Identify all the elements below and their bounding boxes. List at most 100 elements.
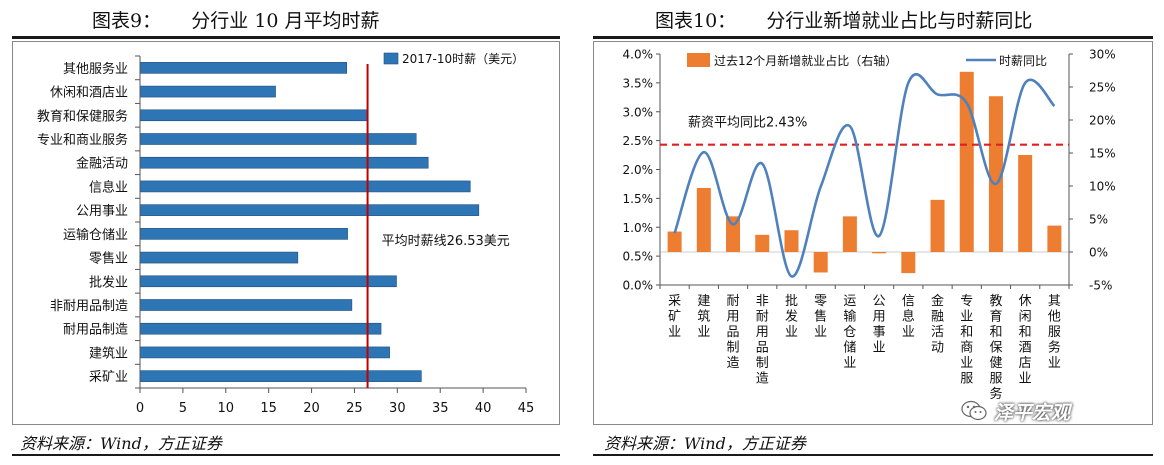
left-tick-label: 3.0% — [623, 105, 654, 119]
employment-share-wage-growth-chart: 0.0% 0.5% 1.0% 1.5% 2.0% 2.5% 3.0% 3.5% 4.0% -5% 0… — [623, 48, 1116, 403]
x-tick-label: 35 — [432, 401, 449, 416]
left-tick-label: 0.0% — [623, 279, 654, 293]
category-label: 采矿业 — [668, 294, 681, 340]
x-tick-label: 15 — [260, 401, 277, 416]
bar — [139, 275, 397, 288]
category-label: 其他服务业 — [63, 61, 128, 77]
employment-share-bar — [930, 199, 945, 252]
category-label: 信息业 — [902, 294, 915, 340]
employment-share-bar — [755, 234, 770, 252]
category-label: 专业和商业服务 — [37, 132, 128, 148]
x-tick-label: 40 — [475, 401, 492, 416]
legend-bar-label: 过去12个月新增就业占比（右轴） — [714, 53, 897, 68]
category-label: 运输仓储业 — [843, 294, 856, 371]
legend-label: 2017-10时薪（美元） — [402, 52, 524, 66]
category-label: 公用事业 — [76, 204, 128, 219]
category-label: 公用事业 — [873, 294, 886, 356]
employment-share-bar — [696, 187, 711, 252]
right-chart-title: 图表10： 分行业新增就业占比与时薪同比 — [655, 10, 1033, 32]
bar — [139, 109, 368, 122]
category-label: 教育和保健服务 — [37, 108, 128, 124]
right-tick-label: 15% — [1089, 147, 1116, 161]
category-label: 教育和保健服务 — [989, 293, 1002, 402]
x-tick-label: 0 — [136, 401, 144, 416]
watermark: 泽平宏观 — [960, 398, 1070, 424]
left-chart-title: 图表9： 分行业 10 月平均时薪 — [92, 10, 380, 32]
employment-share-bar — [813, 252, 828, 273]
category-label: 金融活动 — [931, 293, 944, 356]
bar — [139, 346, 390, 359]
right-title-rule — [593, 36, 1153, 39]
left-tick-label: 2.5% — [623, 134, 654, 148]
right-source-note: 资料来源：Wind，方正证券 — [604, 434, 806, 453]
employment-share-bar — [1018, 154, 1033, 252]
average-wage-label: 平均时薪线26.53美元 — [382, 234, 510, 249]
right-tick-label: 10% — [1089, 180, 1116, 194]
wage-growth-line — [673, 73, 1056, 278]
average-wage-growth-label: 薪资平均同比2.43% — [688, 116, 807, 131]
legend-swatch — [383, 52, 399, 65]
employment-share-bar — [872, 252, 887, 254]
watermark-text: 泽平宏观 — [994, 401, 1071, 424]
left-tick-label: 4.0% — [623, 48, 654, 62]
category-label: 批发业 — [89, 274, 128, 290]
bar — [139, 251, 299, 264]
legend-line-label: 时薪同比 — [999, 54, 1047, 68]
left-chart-frame: 采矿业 建筑业 耐用品制造 非耐用品制造 批发业 零售业 运输仓储业 公用事业 信息业 金融活动 专… — [12, 41, 560, 425]
bar — [139, 322, 382, 335]
category-label: 采矿业 — [89, 370, 128, 385]
category-label: 批发业 — [785, 294, 798, 340]
bar — [139, 299, 353, 311]
right-chart-frame: 0.0% 0.5% 1.0% 1.5% 2.0% 2.5% 3.0% 3.5% 4.0% -5% 0… — [593, 41, 1153, 425]
x-tick-label: 45 — [518, 401, 535, 416]
category-label: 非耐用品制造 — [756, 294, 769, 387]
category-label: 信息业 — [89, 179, 128, 195]
category-label: 休闲和酒店业 — [50, 86, 128, 101]
category-label: 金融活动 — [76, 156, 128, 172]
bar — [139, 85, 276, 98]
left-tick-label: 1.0% — [623, 221, 654, 235]
x-tick-label: 30 — [389, 401, 406, 416]
left-tick-label: 1.5% — [623, 192, 654, 206]
category-label: 专业和商业服 — [960, 294, 973, 387]
category-label: 休闲和酒店业 — [1019, 294, 1032, 387]
bar — [139, 62, 348, 74]
right-tick-label: 5% — [1089, 213, 1108, 227]
right-tick-label: 20% — [1089, 114, 1116, 128]
employment-share-bar — [842, 216, 857, 252]
employment-share-bar — [988, 96, 1003, 252]
category-label: 建筑业 — [89, 345, 128, 361]
category-label: 非耐用品制造 — [50, 299, 128, 314]
employment-share-bar — [667, 231, 682, 252]
right-tick-label: -5% — [1089, 279, 1112, 293]
right-tick-label: 0% — [1089, 246, 1108, 260]
x-tick-label: 20 — [303, 401, 320, 416]
category-label: 零售业 — [814, 294, 827, 340]
bar — [139, 133, 417, 145]
left-title-rule — [12, 36, 560, 39]
category-label: 耐用品制造 — [63, 323, 128, 338]
category-label: 零售业 — [89, 251, 128, 267]
left-tick-label: 3.5% — [623, 76, 654, 90]
bar — [139, 228, 348, 240]
bar — [139, 156, 429, 169]
right-bottom-rule — [593, 454, 1153, 456]
employment-share-bar — [1047, 225, 1062, 252]
category-label: 建筑业 — [697, 294, 710, 340]
hourly-wage-bar-chart: 采矿业 建筑业 耐用品制造 非耐用品制造 批发业 零售业 运输仓储业 公用事业 信息业 金融活动 专… — [37, 52, 535, 416]
right-tick-label: 30% — [1089, 48, 1116, 62]
left-source-note: 资料来源：Wind，方正证券 — [20, 434, 222, 453]
category-label: 运输仓储业 — [63, 227, 128, 243]
category-label: 其他服务业 — [1048, 294, 1061, 371]
bar — [139, 180, 471, 193]
x-tick-label: 5 — [179, 401, 187, 416]
bar — [139, 204, 480, 216]
x-tick-label: 25 — [346, 401, 363, 416]
x-tick-label: 10 — [218, 401, 235, 416]
left-bottom-rule — [12, 454, 560, 456]
employment-share-bar — [959, 71, 974, 252]
left-tick-label: 0.5% — [623, 250, 654, 264]
right-tick-label: 25% — [1089, 81, 1116, 95]
legend-bar-swatch — [687, 53, 710, 67]
employment-share-bar — [784, 230, 799, 252]
